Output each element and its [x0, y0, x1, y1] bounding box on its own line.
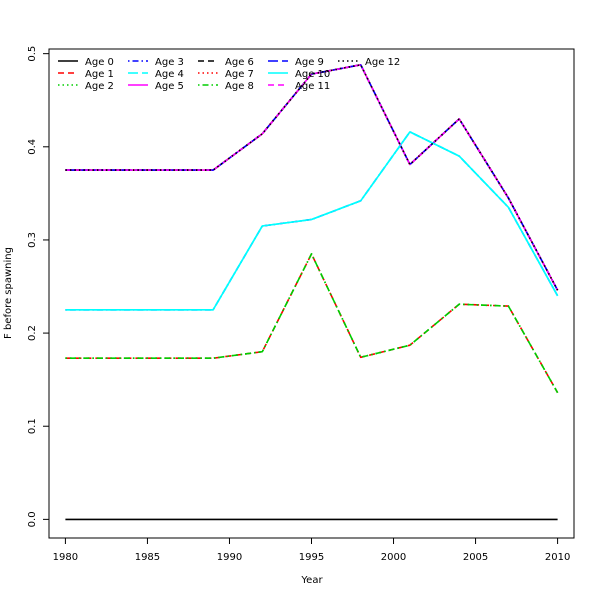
series-line-age-6	[65, 64, 559, 291]
legend-label: Age 5	[155, 81, 184, 92]
y-tick-label: 0.1	[27, 418, 38, 434]
y-tick-label: 0.2	[27, 325, 38, 341]
x-tick-label: 1985	[135, 552, 160, 563]
series-line-age-1	[65, 253, 559, 394]
y-tick-label: 0.3	[27, 232, 38, 248]
x-tick-label: 1990	[217, 552, 242, 563]
legend-label: Age 12	[365, 57, 400, 68]
y-tick-label: 0.5	[27, 46, 38, 62]
legend-label: Age 6	[225, 57, 254, 68]
series-line-age-9	[65, 64, 559, 291]
legend-label: Age 3	[155, 57, 184, 68]
plot-frame	[48, 48, 575, 539]
series-line-age-10	[65, 131, 559, 311]
y-axis: 0.0 0.1 0.2 0.3 0.4 0.5	[27, 46, 49, 527]
x-tick-label: 1995	[299, 552, 324, 563]
legend-label: Age 7	[225, 69, 254, 80]
legend-label: Age 10	[295, 69, 330, 80]
series-line-age-2	[65, 253, 559, 394]
x-tick-label: 2005	[463, 552, 488, 563]
legend-label: Age 1	[85, 69, 114, 80]
legend-label: Age 4	[155, 69, 184, 80]
series-line-age-12	[65, 64, 559, 291]
legend-label: Age 11	[295, 81, 330, 92]
x-axis-title: Year	[300, 575, 323, 586]
legend-label: Age 9	[295, 57, 324, 68]
legend-label: Age 8	[225, 81, 254, 92]
series-line-age-7	[65, 64, 559, 291]
series-line-age-11	[65, 64, 559, 291]
legend-label: Age 2	[85, 81, 114, 92]
y-axis-title: F before spawning	[3, 247, 14, 339]
x-axis: 1980 1985 1990 1995 2000 2005 2010	[53, 538, 570, 563]
y-tick-label: 0.0	[27, 511, 38, 527]
x-tick-label: 1980	[53, 552, 78, 563]
series-line-age-8	[65, 253, 559, 394]
x-tick-label: 2000	[381, 552, 406, 563]
legend-label: Age 0	[85, 57, 114, 68]
x-tick-label: 2010	[545, 552, 570, 563]
series-line-age-5	[65, 64, 559, 291]
y-tick-label: 0.4	[27, 139, 38, 155]
series-layer	[65, 64, 559, 521]
